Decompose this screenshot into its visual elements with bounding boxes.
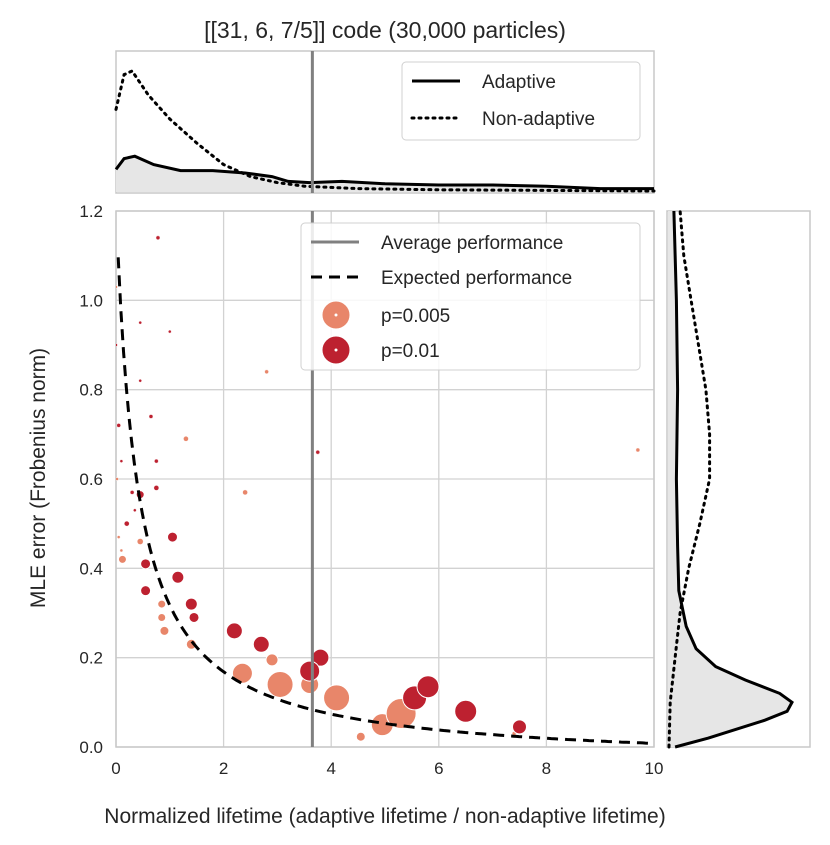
point-p001 xyxy=(119,459,124,463)
top-adaptive-curve xyxy=(114,154,654,191)
point-p001 xyxy=(140,585,152,597)
point-p001 xyxy=(133,508,137,512)
point-p001 xyxy=(166,531,178,543)
point-p001 xyxy=(299,660,321,682)
top-nonadaptive-curve xyxy=(114,69,656,193)
point-p001 xyxy=(116,343,118,347)
main-scatter-panel: 0 2 4 6 8 10 0.0 0.2 0.4 0.6 0.8 1.0 1.2 Average perf… xyxy=(79,202,663,778)
point-p001 xyxy=(153,485,160,491)
main-legend: Average performance Expected performance p… xyxy=(300,222,641,371)
legend-box xyxy=(300,222,641,371)
x-tick-label: 6 xyxy=(434,759,443,778)
y-tick-label: 0.4 xyxy=(79,559,103,578)
point-p001 xyxy=(140,558,152,570)
y-tick-label: 0.2 xyxy=(79,649,103,668)
point-p001 xyxy=(168,329,172,334)
point-p001 xyxy=(124,520,130,527)
y-axis-label: MLE error (Frobenius norm) xyxy=(27,348,50,608)
point-p0005 xyxy=(159,625,170,636)
point-p0005 xyxy=(242,489,248,496)
point-p001 xyxy=(129,490,135,495)
point-p001 xyxy=(225,622,243,640)
legend-nonadaptive-label: Non-adaptive xyxy=(482,109,595,130)
top-plot-frame xyxy=(115,50,655,194)
legend-p001-label: p=0.01 xyxy=(381,341,440,362)
top-adaptive-fill xyxy=(116,156,654,192)
point-p0005 xyxy=(265,653,279,667)
y-tick-label: 1.2 xyxy=(79,202,103,221)
point-p001 xyxy=(116,423,121,428)
point-p001 xyxy=(252,635,270,653)
point-p001 xyxy=(416,675,440,699)
point-p001 xyxy=(454,699,478,723)
top-marginal-panel: Adaptive Non-adaptive xyxy=(114,50,656,194)
point-p0005 xyxy=(183,436,189,442)
chart-title: [[31, 6, 7/5]] code (30,000 particles) xyxy=(204,17,566,43)
point-p001 xyxy=(315,450,320,455)
point-p0005 xyxy=(323,684,351,712)
top-legend: Adaptive Non-adaptive xyxy=(401,61,641,141)
point-p0005 xyxy=(116,477,119,481)
point-p0005 xyxy=(116,285,118,289)
x-axis-label: Normalized lifetime (adaptive lifetime /… xyxy=(104,805,665,828)
legend-p0005-dot xyxy=(334,313,338,317)
y-tick-label: 0.6 xyxy=(79,470,103,489)
expected-performance-curve xyxy=(116,257,654,745)
legend-adaptive-label: Adaptive xyxy=(482,72,556,93)
x-tick-label: 10 xyxy=(645,759,664,778)
point-p0005 xyxy=(157,612,167,622)
point-p0005 xyxy=(117,554,127,564)
x-tick-label: 8 xyxy=(542,759,551,778)
y-tick-label: 0.8 xyxy=(79,381,103,400)
point-p001 xyxy=(155,235,161,241)
x-tick-label: 4 xyxy=(326,759,335,778)
point-p001 xyxy=(188,611,200,623)
point-p0005 xyxy=(266,670,294,698)
right-marginal-panel xyxy=(666,209,811,749)
point-p001 xyxy=(148,414,154,419)
point-p001 xyxy=(154,458,159,464)
scatter-points xyxy=(116,235,641,742)
right-plot-frame xyxy=(666,210,811,748)
point-p0005 xyxy=(635,447,641,453)
x-tick-label: 2 xyxy=(219,759,228,778)
point-p001 xyxy=(138,320,142,325)
legend-average-label: Average performance xyxy=(381,233,563,254)
right-adaptive-curve xyxy=(672,210,794,749)
point-p0005 xyxy=(157,599,167,609)
right-adaptive-fill xyxy=(668,211,792,747)
top-legend-box xyxy=(401,61,641,141)
legend-p0005-label: p=0.005 xyxy=(381,306,450,327)
point-p001 xyxy=(138,379,142,383)
point-p0005 xyxy=(119,548,124,553)
point-p0005 xyxy=(116,535,121,539)
right-nonadaptive-curve xyxy=(667,209,712,749)
legend-p001-dot xyxy=(334,348,338,352)
point-p0005 xyxy=(355,731,366,742)
y-tick-label: 0.0 xyxy=(79,738,103,757)
x-tick-label: 0 xyxy=(111,759,120,778)
point-p001 xyxy=(171,570,185,584)
point-p0005 xyxy=(137,538,144,545)
point-p0005 xyxy=(264,369,269,374)
point-p001 xyxy=(184,597,198,611)
point-p0005 xyxy=(231,662,253,684)
legend-expected-label: Expected performance xyxy=(381,268,572,289)
y-tick-label: 1.0 xyxy=(79,291,103,310)
point-p001 xyxy=(512,719,527,735)
